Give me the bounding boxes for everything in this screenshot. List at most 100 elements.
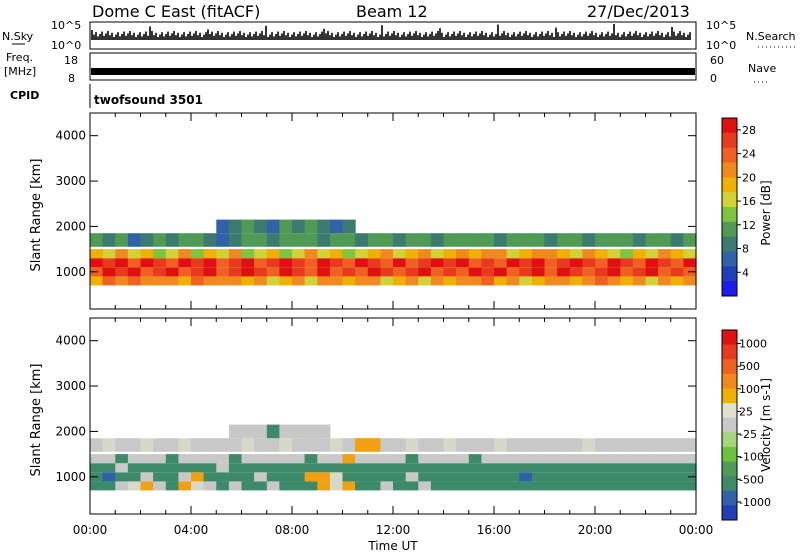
heatmap-cell: [292, 481, 306, 491]
heatmap-cell: [456, 267, 470, 277]
heatmap-cell: [405, 249, 419, 259]
heatmap-cell: [115, 454, 129, 464]
colorbar-swatch: [722, 236, 737, 252]
heatmap-cell: [228, 472, 243, 482]
heatmap-cell: [430, 472, 445, 482]
heatmap-cell: [607, 472, 621, 482]
heatmap-cell: [544, 454, 558, 464]
heatmap-cell: [456, 233, 470, 247]
heatmap-cell: [418, 454, 432, 464]
heatmap-cell: [355, 463, 369, 473]
heatmap-cell: [481, 233, 495, 247]
heatmap-cell: [658, 249, 672, 259]
heatmap-cell: [380, 438, 394, 452]
heatmap-cell: [228, 219, 243, 234]
colorbar-swatch: [722, 359, 737, 375]
colorbar-tick-label: 25: [739, 405, 753, 418]
heatmap-cell: [380, 463, 394, 473]
heatmap-cell: [658, 276, 672, 286]
heatmap-cell: [670, 258, 684, 268]
heatmap-cell: [531, 481, 546, 491]
heatmap-cell: [292, 424, 306, 439]
heatmap-cell: [645, 276, 659, 286]
heatmap-cell: [304, 258, 318, 268]
heatmap-cell: [620, 249, 634, 259]
colorbar-tick-label: 1000: [739, 338, 767, 351]
colorbar-tick-label: 24: [742, 148, 756, 161]
heatmap-cell: [241, 454, 255, 464]
velocity-heatmap: [90, 424, 697, 491]
colorbar-tick-label: 16: [742, 195, 756, 208]
x-tick-label: 20:00: [578, 523, 613, 537]
heatmap-cell: [292, 233, 306, 247]
heatmap-cell: [355, 481, 369, 491]
heatmap-cell: [595, 438, 609, 452]
heatmap-cell: [620, 258, 634, 268]
heatmap-cell: [544, 481, 558, 491]
heatmap-cell: [342, 233, 356, 247]
heatmap-cell: [582, 438, 596, 452]
colorbar-swatch: [722, 417, 737, 433]
heatmap-cell: [355, 454, 369, 464]
heatmap-cell: [569, 438, 583, 452]
heatmap-cell: [683, 249, 697, 259]
nsky-trace: [91, 24, 691, 40]
heatmap-cell: [216, 472, 230, 482]
heatmap-cell: [216, 233, 230, 247]
heatmap-cell: [90, 249, 104, 259]
heatmap-cell: [367, 258, 381, 268]
heatmap-cell: [203, 267, 217, 277]
heatmap-cell: [115, 481, 129, 491]
heatmap-cell: [557, 276, 571, 286]
heatmap-cell: [304, 481, 318, 491]
heatmap-cell: [292, 267, 306, 277]
heatmap-cell: [418, 249, 432, 259]
colorbar-swatch: [722, 207, 737, 223]
heatmap-cell: [178, 463, 192, 473]
heatmap-cell: [367, 438, 381, 452]
heatmap-cell: [595, 472, 609, 482]
heatmap-cell: [241, 258, 255, 268]
heatmap-cell: [632, 481, 647, 491]
heatmap-cell: [494, 463, 508, 473]
heatmap-cell: [582, 267, 596, 277]
colorbar-swatch: [722, 490, 737, 506]
colorbar-tick-label: 4: [742, 266, 749, 279]
heatmap-cell: [481, 472, 495, 482]
heatmap-cell: [279, 233, 293, 247]
colorbar-tick-label: 100: [739, 383, 760, 396]
heatmap-cell: [216, 276, 230, 286]
heatmap-cell: [632, 258, 647, 268]
heatmap-cell: [582, 233, 596, 247]
heatmap-cell: [228, 454, 243, 464]
heatmap-cell: [380, 472, 394, 482]
heatmap-cell: [329, 481, 344, 491]
heatmap-cell: [481, 454, 495, 464]
heatmap-cell: [292, 454, 306, 464]
heatmap-cell: [102, 233, 116, 247]
heatmap-cell: [481, 258, 495, 268]
heatmap-cell: [519, 481, 533, 491]
heatmap-cell: [418, 276, 432, 286]
x-axis-label: Time UT: [367, 539, 418, 553]
heatmap-cell: [241, 438, 255, 452]
heatmap-cell: [569, 258, 583, 268]
heatmap-cell: [153, 267, 167, 277]
heatmap-cell: [191, 472, 205, 482]
heatmap-cell: [531, 249, 546, 259]
heatmap-cell: [191, 249, 205, 259]
heatmap-cell: [481, 249, 495, 259]
heatmap-cell: [683, 463, 697, 473]
heatmap-cell: [304, 249, 318, 259]
heatmap-cell: [393, 233, 407, 247]
heatmap-cell: [620, 438, 634, 452]
heatmap-cell: [607, 438, 621, 452]
heatmap-cell: [645, 472, 659, 482]
heatmap-cell: [531, 438, 546, 452]
heatmap-cell: [595, 463, 609, 473]
heatmap-cell: [203, 472, 217, 482]
heatmap-cell: [241, 472, 255, 482]
heatmap-cell: [481, 481, 495, 491]
heatmap-cell: [632, 233, 647, 247]
